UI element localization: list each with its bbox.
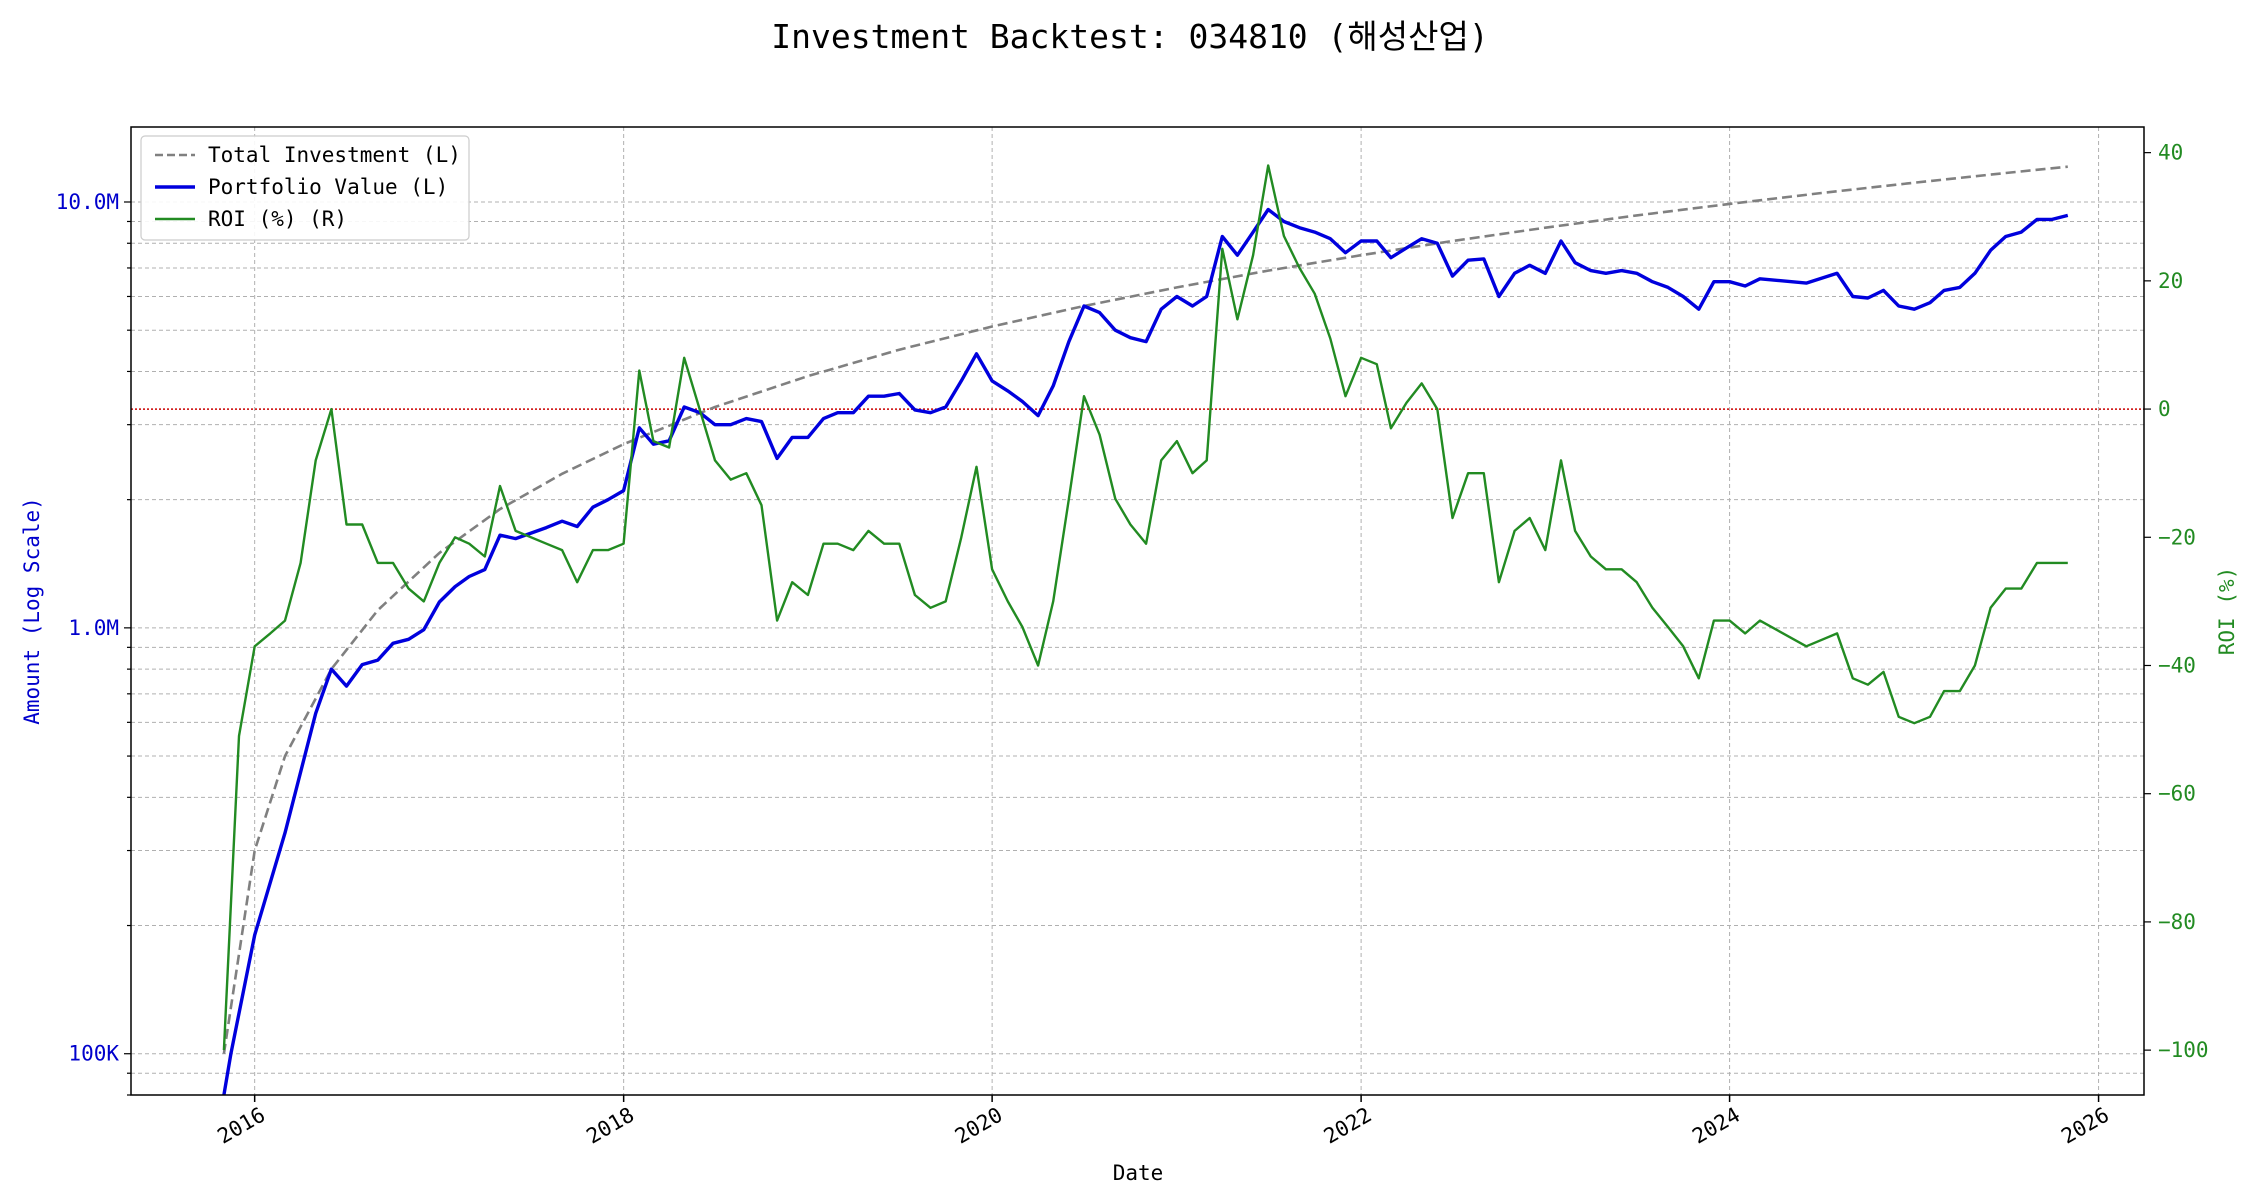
left-y-axis: 100K 1.0M 10.0M (56, 190, 131, 1096)
left-y-axis-label: Amount (Log Scale) (20, 497, 44, 725)
chart-title: Investment Backtest: 034810 (해성산업) (771, 17, 1488, 56)
x-axis: 2016 2018 2020 2022 2024 2026 (213, 1095, 2113, 1149)
right-tick-label: 40 (2158, 141, 2183, 165)
right-tick-label: −100 (2158, 1038, 2209, 1062)
right-tick-label: −40 (2158, 653, 2196, 677)
x-tick-label: 2022 (1320, 1103, 1376, 1149)
right-y-axis-label: ROI (%) (2215, 567, 2239, 656)
series-line-roi-r (222, 164, 2068, 1051)
plot-frame (130, 126, 2145, 1096)
x-tick-label: 2024 (1688, 1103, 1744, 1149)
x-tick-label: 2026 (2057, 1103, 2113, 1149)
right-y-axis: −100 −80 −60 −40 −20 0 20 40 (2144, 141, 2209, 1062)
right-tick-label: 0 (2158, 397, 2171, 421)
right-tick-label: −20 (2158, 525, 2196, 549)
left-tick-label: 100K (68, 1042, 119, 1066)
x-tick-label: 2020 (951, 1103, 1007, 1149)
x-tick-label: 2018 (582, 1103, 638, 1149)
series-line-portfolio-value-l (222, 207, 2069, 1096)
legend-label-total-investment-l: Total Investment (L) (208, 143, 461, 167)
legend-label-roi-r: ROI (%) (R) (208, 207, 347, 231)
left-tick-label: 1.0M (68, 616, 119, 640)
x-tick-label: 2016 (213, 1103, 269, 1149)
legend-box (140, 135, 470, 241)
legend: Total Investment (L) Portfolio Value (L) R… (140, 135, 470, 241)
right-tick-label: −80 (2158, 910, 2196, 934)
right-tick-label: −60 (2158, 782, 2196, 806)
left-tick-label: 10.0M (56, 190, 119, 214)
series-line-total-investment-l (222, 165, 2068, 1054)
series-layer (222, 164, 2069, 1096)
legend-label-portfolio-value-l: Portfolio Value (L) (208, 175, 448, 199)
x-axis-label: Date (1113, 1161, 1164, 1185)
right-tick-label: 20 (2158, 269, 2183, 293)
